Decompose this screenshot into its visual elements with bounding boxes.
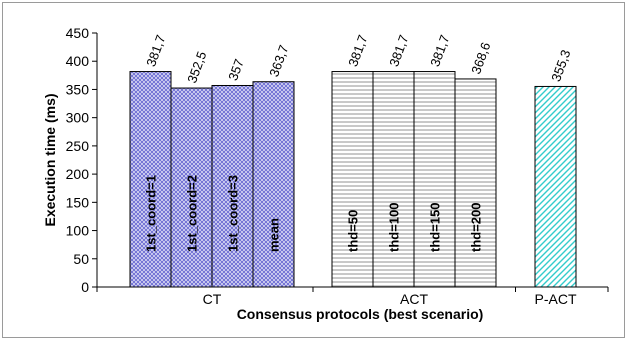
bar <box>454 78 497 288</box>
x-axis: CT ACT P-ACT <box>96 286 609 307</box>
x-axis-title: Consensus protocols (best scenario) <box>237 306 484 322</box>
chart-frame <box>2 2 625 338</box>
value-label: 381,7 <box>386 33 411 69</box>
bar-label: 1st_coord=2 <box>185 175 200 252</box>
y-axis-title: Execution time (ms) <box>42 93 58 226</box>
bar-group-act: 381,7 thd=50 381,7 thd=100 381,7 thd=150 368,6… <box>331 33 497 288</box>
bar-label: thd=100 <box>387 203 402 253</box>
y-tick-label: 300 <box>66 110 90 126</box>
y-tick-label: 250 <box>66 138 90 154</box>
value-label: 355,3 <box>548 48 573 84</box>
bar <box>211 84 254 288</box>
bar-group-ct: 381,7 1st_coord=1 352,5 1st_coord=2 357 1st_c… <box>129 33 295 288</box>
y-tick-label: 0 <box>81 279 89 295</box>
value-label: 381,7 <box>143 33 168 69</box>
value-label: 381,7 <box>345 33 370 69</box>
y-tick-label: 200 <box>66 166 90 182</box>
y-tick-label: 100 <box>66 223 90 239</box>
x-category-label: CT <box>203 291 222 307</box>
bar <box>534 85 577 288</box>
bar <box>372 71 415 288</box>
bar <box>413 71 456 288</box>
y-tick-label: 450 <box>66 25 90 41</box>
value-label: 381,7 <box>427 33 452 69</box>
value-label: 363,7 <box>266 43 291 79</box>
y-axis: 0 50 100 150 200 250 300 350 400 450 <box>66 25 98 295</box>
x-category-label: P-ACT <box>535 291 577 307</box>
y-tick-label: 50 <box>73 251 89 267</box>
value-label: 357 <box>225 57 247 83</box>
bar-group-p-act: 355,3 <box>534 48 577 288</box>
y-tick-label: 400 <box>66 53 90 69</box>
bar-label: 1st_coord=3 <box>226 175 241 252</box>
bar <box>252 81 295 288</box>
y-tick-label: 350 <box>66 81 90 97</box>
bar <box>129 71 172 288</box>
bar-label: mean <box>267 218 282 252</box>
bar-label: thd=50 <box>346 210 361 252</box>
bar-label: 1st_coord=1 <box>144 175 159 252</box>
y-tick-label: 150 <box>66 194 90 210</box>
x-category-label: ACT <box>400 291 428 307</box>
bar-label: thd=200 <box>469 203 484 253</box>
bar-label: thd=150 <box>428 203 443 253</box>
value-label: 368,6 <box>468 40 493 76</box>
bar <box>331 71 374 288</box>
value-label: 352,5 <box>184 49 209 85</box>
bars: 381,7 1st_coord=1 352,5 1st_coord=2 357 1st_c… <box>129 33 577 288</box>
